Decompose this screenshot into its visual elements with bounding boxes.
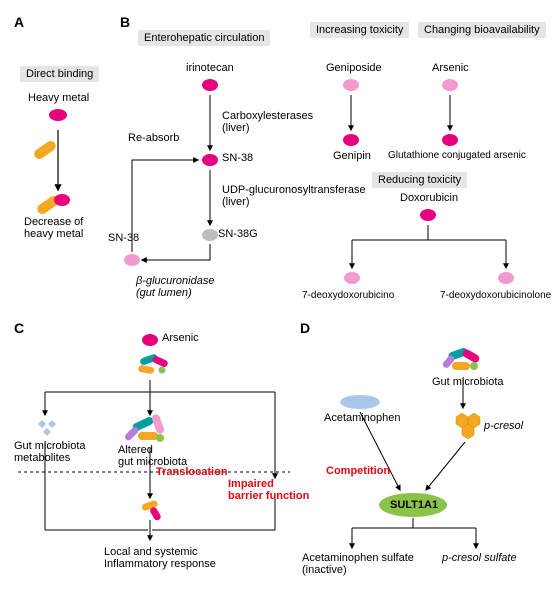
label-pcresol-sulfate: p-cresol sulfate	[442, 552, 517, 564]
label-sn38g: SN-38G	[218, 228, 258, 240]
genipin-oval	[343, 134, 359, 146]
translocated-microbes	[141, 500, 162, 522]
label-gut-metabolites: Gut microbiota metabolites	[14, 440, 86, 464]
label-sn38-left: SN-38	[108, 232, 139, 244]
sn38g-oval	[202, 229, 218, 241]
glut-arsenic-oval	[442, 134, 458, 146]
header-bioavailability: Changing bioavailability	[418, 22, 546, 38]
label-gut-microbiota-d: Gut microbiota	[432, 376, 504, 388]
microbiota-cluster-d	[441, 347, 480, 370]
label-competition: Competition	[326, 465, 390, 477]
label-acet-sulfate: Acetaminophen sulfate (inactive)	[302, 552, 414, 576]
label-sn38: SN-38	[222, 152, 253, 164]
pcresol-icons	[456, 413, 480, 439]
label-impaired-barrier: Impaired barrier function	[228, 478, 309, 502]
label-udp: UDP-glucuronosyltransferase (liver)	[222, 184, 366, 208]
heavy-metal-oval	[49, 109, 67, 121]
header-direct-binding: Direct binding	[20, 66, 99, 82]
label-acetaminophen: Acetaminophen	[324, 412, 400, 424]
label-sult1a1: SULT1A1	[390, 499, 438, 511]
geniposide-oval	[343, 79, 359, 91]
label-glutathione: Glutathione conjugated arsenic	[388, 150, 526, 161]
bacterium-capsule	[32, 139, 57, 161]
panel-letter-b: B	[120, 14, 130, 30]
label-heavy-metal: Heavy metal	[28, 92, 89, 104]
sn38-oval	[202, 154, 218, 166]
header-enterohepatic: Enterohepatic circulation	[138, 30, 270, 46]
label-deoxy2: 7-deoxydoxorubicinolone	[440, 290, 551, 301]
label-irinotecan: irinotecan	[186, 62, 234, 74]
irinotecan-oval	[202, 79, 218, 91]
label-doxorubicin: Doxorubicin	[400, 192, 458, 204]
panel-letter-c: C	[14, 320, 24, 336]
label-arsenic-b: Arsenic	[432, 62, 469, 74]
label-deoxy1: 7-deoxydoxorubicino	[302, 290, 394, 301]
acetaminophen-oval	[340, 395, 380, 409]
label-altered-microbiota: Altered gut microbiota	[118, 444, 187, 468]
label-translocation: Translocation	[156, 466, 228, 478]
label-decrease: Decrease of heavy metal	[24, 216, 83, 240]
metabolites-icons	[38, 420, 56, 436]
arsenic-b-oval	[442, 79, 458, 91]
header-increasing-tox: Increasing toxicity	[310, 22, 409, 38]
label-beta-glucuronidase: β-glucuronidase (gut lumen)	[136, 275, 214, 299]
label-geniposide: Geniposide	[326, 62, 382, 74]
label-carboxylesterases: Carboxylesterases (liver)	[222, 110, 313, 134]
microbiota-cluster-c	[138, 353, 169, 374]
header-reducing-tox: Reducing toxicity	[372, 172, 467, 188]
panel-letter-a: A	[14, 14, 24, 30]
label-inflammatory: Local and systemic Inflammatory response	[104, 546, 216, 570]
label-reabsorb: Re-absorb	[128, 132, 179, 144]
altered-microbiota-cluster	[124, 413, 166, 442]
panel-letter-d: D	[300, 320, 310, 336]
doxorubicin-oval	[420, 209, 436, 221]
sn38-pink-oval	[124, 254, 140, 266]
arsenic-c-oval	[142, 334, 158, 346]
label-pcresol: p-cresol	[484, 420, 523, 432]
label-genipin: Genipin	[333, 150, 371, 162]
label-arsenic-c: Arsenic	[162, 332, 199, 344]
